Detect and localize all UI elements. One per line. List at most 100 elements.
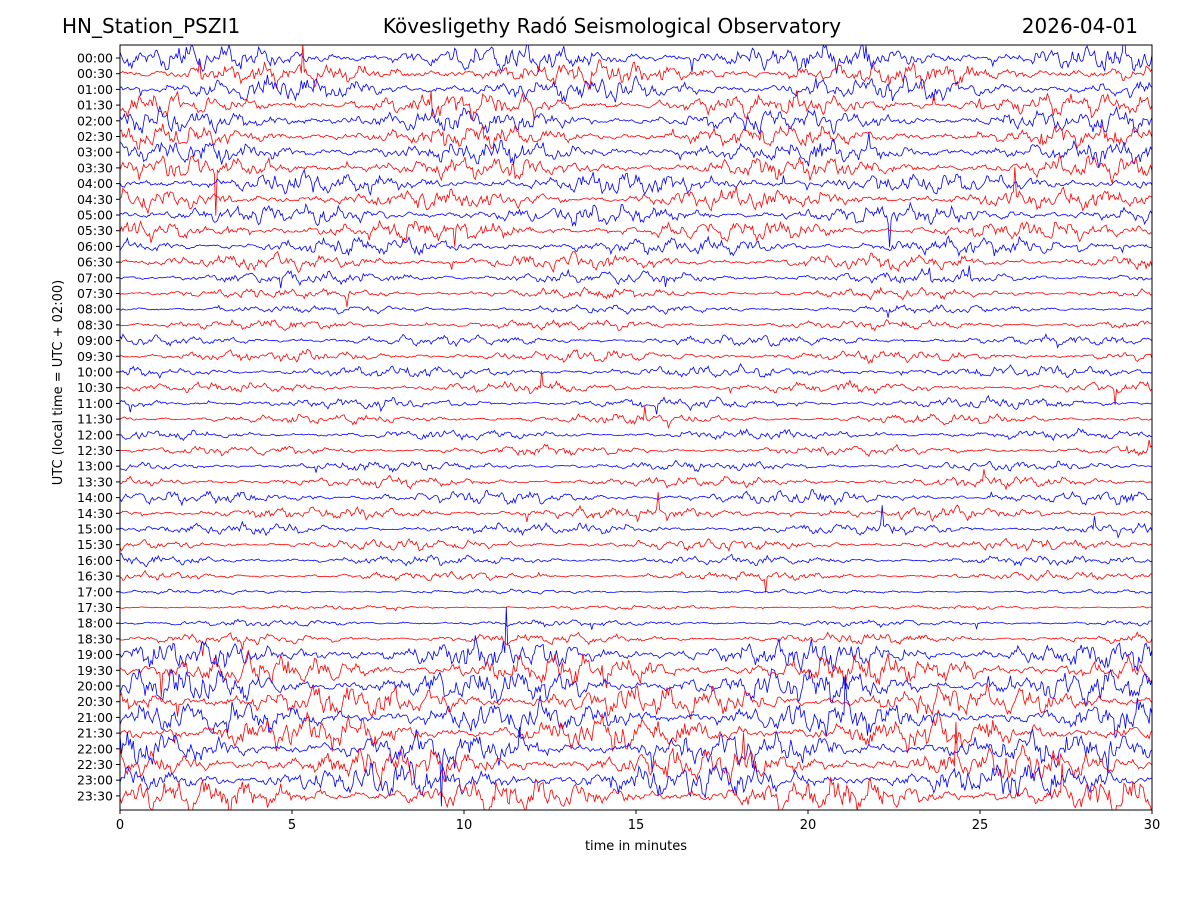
trace-0230 [120,123,1152,150]
y-tick-label: 21:00 [77,710,113,725]
y-tick-label: 11:00 [77,396,113,411]
plot-frame [119,44,1153,811]
trace-1500 [120,505,1152,539]
y-tick-label: 13:00 [77,459,113,474]
y-tick-label: 00:00 [77,51,113,66]
y-tick-label: 19:30 [77,663,113,678]
trace-1300 [120,459,1152,473]
trace-0700 [120,265,1152,289]
trace-1200 [120,427,1152,442]
observatory-title: Kövesligethy Radó Seismological Observat… [382,14,842,38]
y-tick-label: 12:30 [77,443,113,458]
y-tick-label: 03:30 [77,160,113,175]
x-tick-label: 10 [456,818,473,833]
trace-1400 [120,489,1152,507]
trace-1000 [120,363,1152,380]
y-tick-label: 06:30 [77,255,113,270]
y-tick-label: 13:30 [77,474,113,489]
trace-0730 [120,286,1152,308]
y-tick-label: 00:30 [77,66,113,81]
y-tick-label: 17:30 [77,600,113,615]
y-tick-label: 01:30 [77,98,113,113]
y-tick-label: 02:00 [77,113,113,128]
y-tick-label: 14:00 [77,490,113,505]
y-tick-label: 01:00 [77,82,113,97]
y-tick-label: 05:30 [77,223,113,238]
y-tick-label: 06:00 [77,239,113,254]
trace-0400 [120,168,1152,196]
y-tick-label: 04:30 [77,192,113,207]
x-tick-label: 0 [116,818,124,833]
trace-0300 [120,132,1152,168]
y-tick-label: 22:30 [77,757,113,772]
station-name: HN_Station_PSZI1 [62,14,241,38]
y-tick-label: 21:30 [77,726,113,741]
trace-1030 [120,371,1152,405]
trace-1130 [120,406,1152,429]
trace-0000 [120,45,1152,74]
x-tick-label: 15 [628,818,645,833]
trace-2100 [120,674,1152,739]
y-tick-label: 12:00 [77,427,113,442]
trace-1600 [120,552,1152,568]
y-tick-label: 05:00 [77,208,113,223]
trace-1830 [120,631,1152,656]
y-tick-label: 08:00 [77,302,113,317]
trace-1800 [120,618,1152,631]
x-tick-label: 30 [1144,818,1161,833]
trace-2330 [120,763,1152,810]
y-tick-label: 23:30 [77,788,113,803]
trace-1630 [120,569,1152,593]
record-date: 2026-04-01 [1021,14,1138,38]
trace-1100 [120,395,1152,415]
trace-0530 [120,219,1152,247]
y-tick-label: 15:00 [77,522,113,537]
y-axis-ticks: 00:0000:3001:0001:3002:0002:3003:0003:30… [77,51,120,803]
trace-1700 [120,588,1152,595]
seismic-traces [120,45,1152,810]
trace-0900 [120,333,1152,349]
y-tick-label: 16:00 [77,553,113,568]
trace-2030 [120,682,1152,720]
y-tick-label: 10:00 [77,365,113,380]
trace-0500 [120,201,1152,248]
y-tick-label: 16:30 [77,569,113,584]
trace-0030 [120,45,1152,91]
y-tick-label: 22:00 [77,741,113,756]
y-tick-label: 08:30 [77,317,113,332]
trace-2230 [120,721,1152,787]
trace-0830 [120,318,1152,332]
trace-2300 [120,760,1152,798]
y-tick-label: 18:00 [77,616,113,631]
trace-0930 [120,348,1152,365]
y-tick-label: 11:30 [77,412,113,427]
y-tick-label: 20:30 [77,694,113,709]
y-tick-label: 04:00 [77,176,113,191]
y-tick-label: 09:00 [77,333,113,348]
y-tick-label: 03:00 [77,145,113,160]
y-tick-label: 17:00 [77,584,113,599]
x-axis-ticks: 0 5 10 15 20 25 30 [116,810,1160,833]
trace-0600 [120,235,1152,258]
y-tick-label: 07:30 [77,286,113,301]
trace-1330 [120,469,1152,491]
y-tick-label: 09:30 [77,349,113,364]
x-tick-label: 25 [972,818,989,833]
y-tick-label: 02:30 [77,129,113,144]
trace-0330 [120,155,1152,216]
y-tick-label: 10:30 [77,380,113,395]
trace-2130 [120,709,1152,754]
y-tick-label: 14:30 [77,506,113,521]
x-tick-label: 5 [288,818,296,833]
y-tick-label: 19:00 [77,647,113,662]
y-tick-label: 18:30 [77,631,113,646]
trace-1530 [120,537,1152,552]
trace-1930 [120,649,1152,698]
y-tick-label: 15:30 [77,537,113,552]
trace-1730 [120,604,1152,612]
trace-0800 [120,304,1152,318]
trace-1430 [120,492,1152,523]
x-axis-label: time in minutes [585,839,687,854]
trace-2200 [120,726,1152,807]
